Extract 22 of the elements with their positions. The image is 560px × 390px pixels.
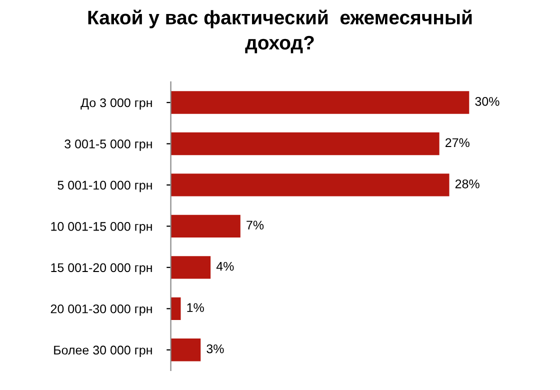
data-label: 4% xyxy=(216,262,234,271)
bar xyxy=(170,214,240,238)
y-tick-label: 5 001-10 000 грн xyxy=(58,180,152,192)
data-label: 28% xyxy=(455,179,480,188)
y-tick-label: 20 001-30 000 грн xyxy=(50,304,152,316)
chart-title: Какой у вас фактический ежемесячный доход? xyxy=(88,10,472,54)
y-tick-label: 3 001-5 000 грн xyxy=(64,140,152,151)
bar xyxy=(170,91,470,114)
bar xyxy=(170,174,450,196)
bar xyxy=(170,297,181,320)
data-label: 30% xyxy=(475,97,500,106)
y-tick-label: 10 001-15 000 грн xyxy=(51,222,152,234)
y-tick-label: Более 30 000 грн xyxy=(54,346,152,358)
bar xyxy=(170,256,211,279)
data-label: 1% xyxy=(187,303,204,312)
data-label: 7% xyxy=(246,220,264,230)
data-label: 27% xyxy=(446,138,470,148)
bar xyxy=(170,132,440,156)
bar xyxy=(170,338,201,362)
y-tick-label: 15 001-20 000 грн xyxy=(51,263,152,275)
y-tick-label: До 3 000 грн xyxy=(80,98,152,110)
data-label: 3% xyxy=(206,344,224,354)
